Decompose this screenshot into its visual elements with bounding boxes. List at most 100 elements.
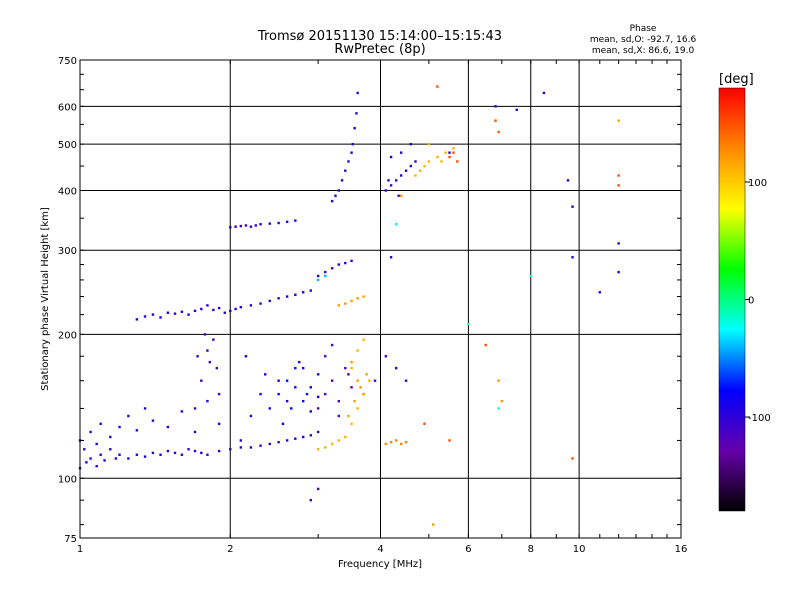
echo-point: [351, 142, 354, 146]
echo-point: [448, 155, 451, 159]
echo-point: [151, 451, 155, 455]
echo-point: [173, 451, 177, 455]
echo-point: [206, 453, 209, 456]
x-tick-label: 10: [573, 544, 586, 555]
echo-point: [617, 270, 620, 274]
echo-point: [330, 442, 334, 446]
echo-point: [301, 291, 305, 294]
echo-point: [301, 435, 305, 439]
echo-point: [206, 349, 209, 352]
chart-title-line-1: Tromsø 20151130 15:14:00–15:15:43: [257, 29, 502, 44]
echo-point: [229, 226, 232, 229]
echo-point: [249, 414, 253, 418]
echo-point: [399, 151, 403, 154]
echo-point: [500, 399, 504, 403]
echo-point: [368, 379, 371, 382]
echo-point: [206, 304, 209, 307]
echo-point: [337, 414, 341, 418]
echo-point: [337, 304, 341, 307]
phase-heading: Phase: [630, 24, 657, 34]
echo-point: [200, 451, 203, 455]
echo-point: [99, 453, 102, 456]
echo-point: [494, 119, 497, 122]
echo-point: [350, 360, 353, 364]
echo-point: [135, 429, 139, 432]
echo-point: [316, 395, 320, 399]
echo-point: [494, 105, 497, 108]
echo-point: [365, 373, 368, 376]
echo-point: [166, 311, 170, 314]
echo-point: [316, 487, 320, 491]
echo-point: [239, 224, 243, 228]
echo-point: [212, 308, 215, 312]
echo-point: [384, 355, 388, 358]
echo-point: [143, 407, 147, 410]
colorbar-tick-label: -100: [748, 413, 771, 424]
echo-point: [285, 439, 289, 442]
echo-point: [344, 366, 347, 370]
echo-point: [617, 119, 620, 122]
echo-point: [229, 309, 232, 313]
echo-point: [350, 299, 353, 303]
echo-point: [529, 274, 532, 278]
echo-point: [268, 407, 271, 410]
echo-point: [294, 293, 297, 297]
echo-point: [316, 430, 320, 434]
echo-point: [353, 399, 356, 403]
echo-point: [89, 430, 92, 434]
echo-point: [298, 360, 301, 364]
echo-point: [334, 194, 337, 197]
y-tick-label: 400: [58, 186, 77, 197]
echo-point: [309, 289, 312, 292]
echo-point: [200, 307, 203, 311]
echo-point: [316, 448, 320, 451]
echo-point: [151, 419, 155, 422]
echo-point: [337, 399, 341, 403]
echo-point: [324, 392, 327, 396]
echo-point: [89, 457, 92, 460]
echo-point: [330, 199, 334, 203]
echo-point: [448, 151, 451, 154]
echo-point: [497, 130, 500, 134]
echo-point: [356, 297, 359, 300]
echo-point: [103, 459, 106, 462]
echo-point: [309, 410, 312, 413]
echo-point: [497, 379, 500, 382]
echo-point: [389, 440, 393, 444]
echo-point: [196, 355, 199, 358]
echo-point: [277, 392, 280, 396]
echo-point: [316, 373, 320, 376]
echo-point: [294, 219, 297, 222]
echo-point: [85, 461, 88, 464]
echo-point: [301, 366, 305, 370]
echo-point: [414, 160, 417, 163]
echo-point: [571, 205, 574, 208]
colorbar-tick-label: 0: [748, 296, 754, 307]
echo-point: [515, 108, 518, 112]
x-tick-label: 1: [77, 544, 83, 555]
echo-point: [344, 435, 347, 439]
echo-point: [95, 464, 98, 468]
echo-point: [244, 224, 248, 227]
echo-point: [427, 160, 431, 163]
echo-point: [337, 189, 341, 192]
echo-point: [254, 224, 257, 227]
echo-point: [264, 373, 267, 376]
echo-point: [180, 310, 184, 313]
echo-point: [249, 446, 253, 449]
echo-point: [423, 164, 426, 168]
echo-point: [159, 316, 162, 319]
echo-point: [344, 169, 347, 172]
echo-point: [151, 313, 155, 316]
echo-point: [347, 414, 350, 418]
echo-point: [166, 425, 170, 429]
echo-point: [143, 455, 147, 458]
echo-point: [389, 256, 393, 259]
echo-point: [356, 407, 359, 410]
echo-point: [223, 311, 226, 314]
echo-point: [239, 305, 243, 309]
echo-point: [268, 299, 271, 303]
echo-point: [347, 373, 350, 376]
echo-point: [127, 457, 130, 460]
echo-point: [350, 151, 353, 154]
